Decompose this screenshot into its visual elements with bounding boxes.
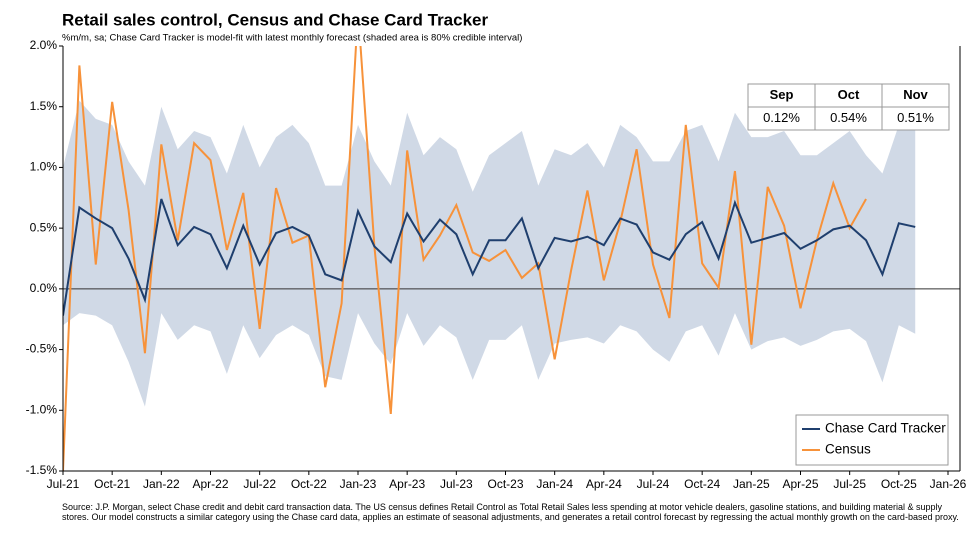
y-tick-label: 0.5% bbox=[30, 220, 58, 234]
chart-title: Retail sales control, Census and Chase C… bbox=[62, 10, 488, 29]
x-tick-label: Apr-23 bbox=[389, 477, 425, 491]
x-tick-label: Jul-23 bbox=[440, 477, 473, 491]
x-tick-label: Jul-25 bbox=[833, 477, 866, 491]
chart-subtitle: %m/m, sa; Chase Card Tracker is model-fi… bbox=[62, 33, 522, 44]
x-tick-label: Apr-22 bbox=[192, 477, 228, 491]
x-tick-label: Oct-22 bbox=[291, 477, 327, 491]
x-tick-label: Oct-21 bbox=[94, 477, 130, 491]
y-tick-label: -0.5% bbox=[26, 342, 58, 356]
credible-band bbox=[63, 100, 916, 407]
series-line bbox=[63, 198, 916, 316]
table-cell: 0.12% bbox=[763, 110, 800, 125]
table-header: Nov bbox=[903, 87, 928, 102]
x-tick-label: Oct-25 bbox=[881, 477, 917, 491]
legend-label: Census bbox=[825, 442, 871, 457]
legend-frame bbox=[795, 414, 949, 466]
table-header: Oct bbox=[838, 87, 860, 102]
axes: -1.5% -1.0% -0.5% 0.0% 0.5% 1.0% 1.5% 2.0% Jul-2… bbox=[26, 38, 967, 491]
y-tick-label: -1.0% bbox=[26, 402, 58, 416]
x-tick-label: Jan-25 bbox=[733, 477, 770, 491]
x-tick-label: Jan-24 bbox=[536, 477, 573, 491]
y-tick-label: 1.0% bbox=[30, 160, 58, 174]
legend-label: Chase Card Tracker bbox=[825, 421, 946, 436]
x-tick-label: Oct-24 bbox=[684, 477, 720, 491]
table-cell: 0.51% bbox=[897, 110, 934, 125]
table-header: Sep bbox=[770, 87, 794, 102]
table-cell: 0.54% bbox=[830, 110, 867, 125]
y-tick-label: 2.0% bbox=[30, 38, 58, 52]
y-tick-label: 0.0% bbox=[30, 281, 58, 295]
x-tick-label: Jul-24 bbox=[637, 477, 670, 491]
x-tick-label: Apr-24 bbox=[586, 477, 622, 491]
plot-area bbox=[63, 46, 960, 471]
y-tick-label: 1.5% bbox=[30, 99, 58, 113]
series-line bbox=[63, 46, 867, 471]
x-tick-label: Oct-23 bbox=[487, 477, 523, 491]
y-tick-label: -1.5% bbox=[26, 463, 58, 477]
x-tick-label: Jan-23 bbox=[340, 477, 377, 491]
x-tick-label: Jul-22 bbox=[243, 477, 276, 491]
x-tick-label: Apr-25 bbox=[782, 477, 818, 491]
x-tick-label: Jan-22 bbox=[143, 477, 180, 491]
source-note: Source: J.P. Morgan, select Chase credit… bbox=[62, 502, 959, 522]
chart: Retail sales control, Census and Chase C… bbox=[26, 10, 967, 491]
x-tick-label: Jan-26 bbox=[930, 477, 967, 491]
x-tick-label: Jul-21 bbox=[47, 477, 80, 491]
